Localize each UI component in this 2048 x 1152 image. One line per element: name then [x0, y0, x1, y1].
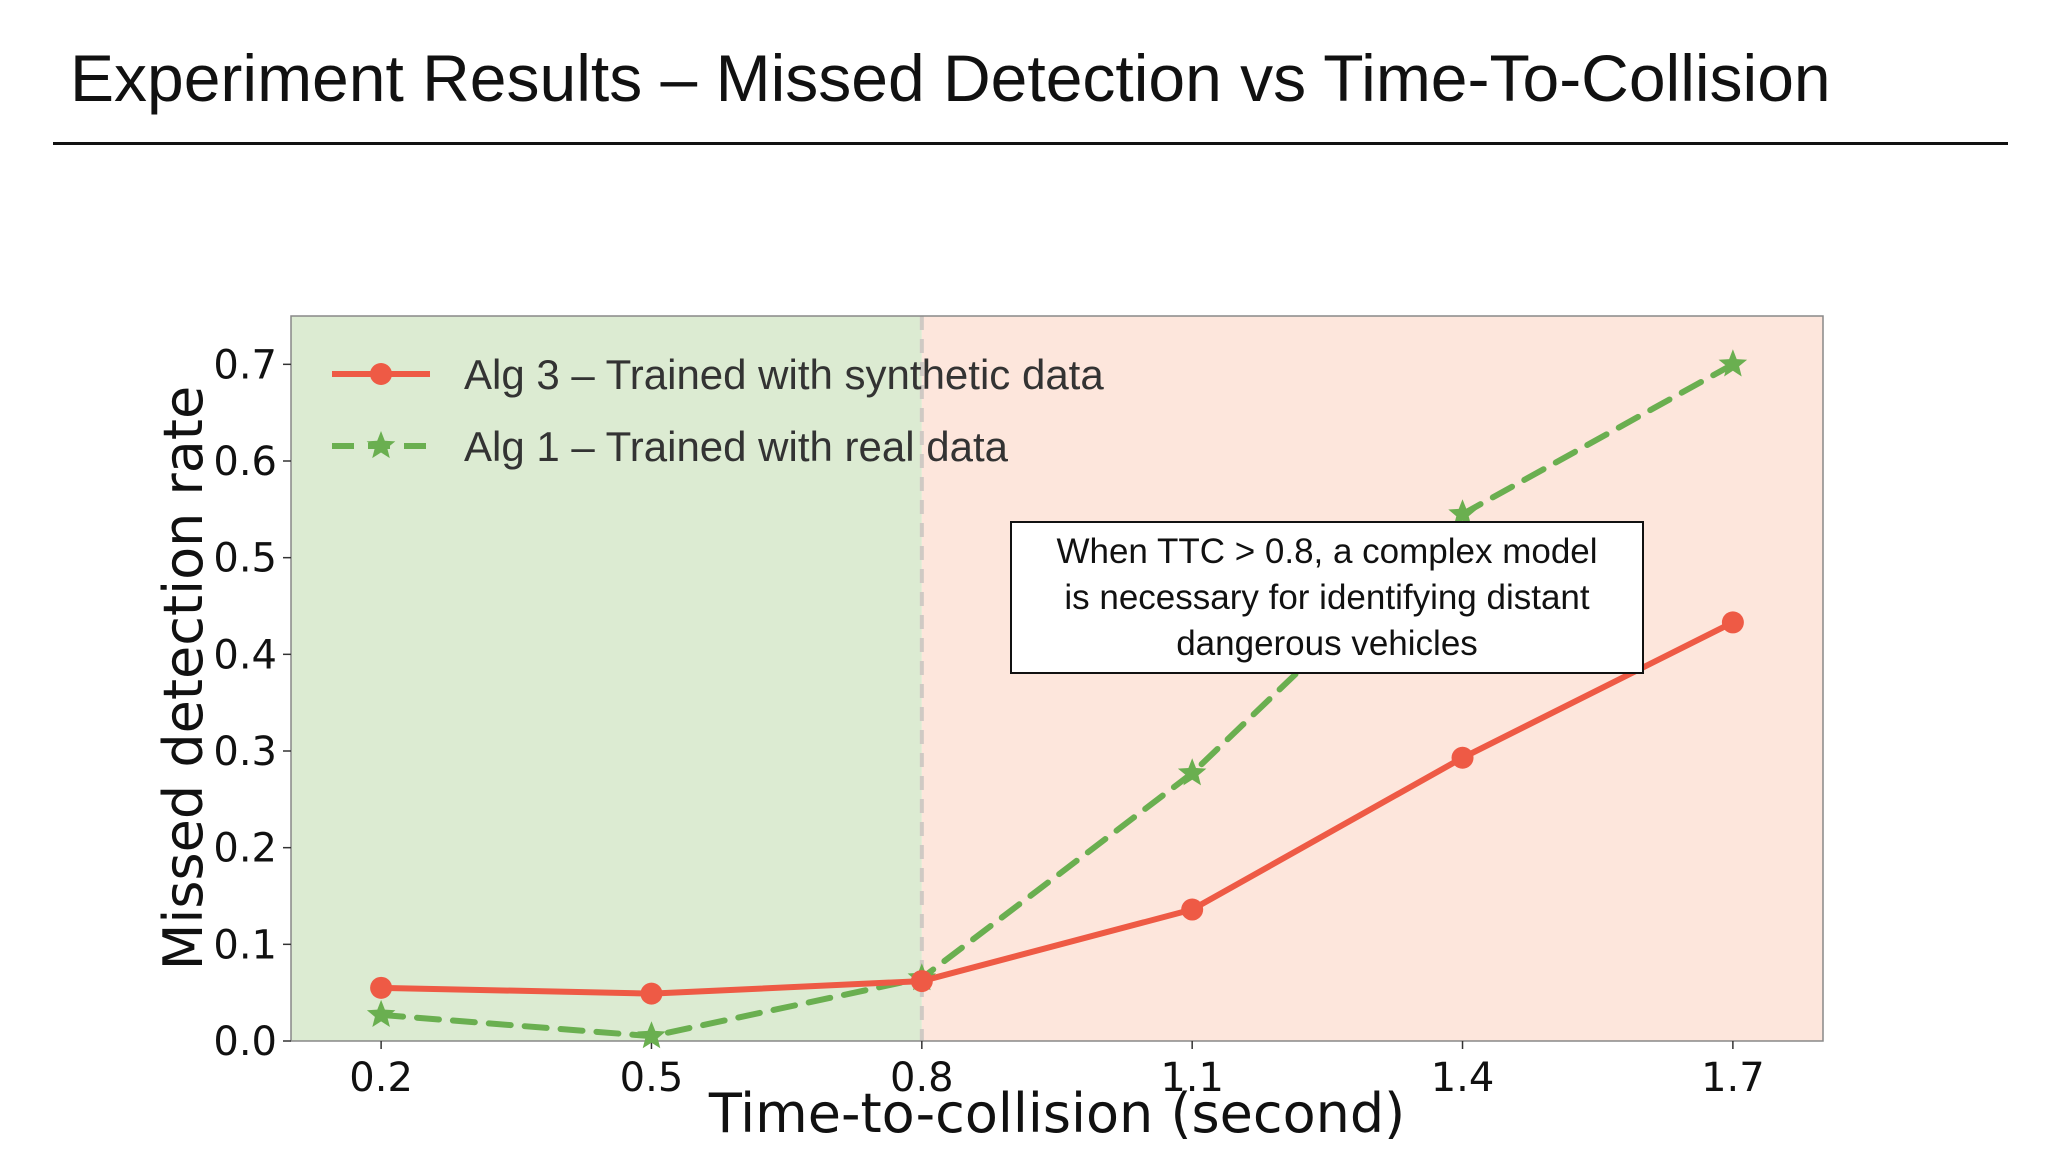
series-layer — [366, 349, 1748, 1049]
data-point — [637, 1021, 666, 1049]
legend: Alg 3 – Trained with synthetic data Alg 1… — [332, 351, 1104, 470]
annotation-box: When TTC > 0.8, a complex model is neces… — [1010, 521, 1644, 674]
shaded-regions — [291, 316, 1823, 1041]
legend-item-1: Alg 3 – Trained with synthetic data — [332, 351, 1104, 398]
data-point — [1451, 746, 1474, 769]
x-tick-label: 0.8 — [890, 1055, 954, 1101]
x-tick-label: 1.1 — [1160, 1055, 1224, 1101]
region-1 — [291, 316, 922, 1041]
region-2 — [921, 316, 1823, 1041]
annotation-line-3: dangerous vehicles — [1176, 623, 1478, 663]
x-axis-ticks: 0.2 0.5 0.8 1.1 1.4 1.7 — [349, 1041, 1765, 1101]
data-point — [640, 982, 663, 1005]
y-tick-label: 0.3 — [213, 729, 277, 775]
slide-title: Experiment Results – Missed Detection vs… — [70, 41, 1831, 115]
legend-item-2: Alg 1 – Trained with real data — [332, 423, 1009, 470]
y-axis-title: Missed detection rate — [152, 386, 215, 970]
x-tick-label: 0.2 — [349, 1055, 413, 1101]
legend-label: Alg 1 – Trained with real data — [464, 423, 1009, 470]
data-point — [1181, 898, 1204, 921]
x-axis-title: Time-to-collision (second) — [708, 1082, 1405, 1145]
x-tick-label: 1.7 — [1701, 1055, 1765, 1101]
x-tick-label: 1.4 — [1431, 1055, 1495, 1101]
legend-circle-marker — [370, 363, 392, 385]
y-tick-label: 0.0 — [213, 1019, 277, 1065]
plot-frame — [290, 315, 1824, 1042]
y-tick-label: 0.2 — [213, 826, 277, 872]
legend-label: Alg 3 – Trained with synthetic data — [464, 351, 1104, 398]
y-tick-label: 0.7 — [213, 342, 277, 388]
data-point — [1721, 611, 1744, 634]
data-point — [366, 999, 396, 1027]
data-point — [1448, 499, 1477, 527]
data-point — [370, 976, 393, 999]
y-tick-label: 0.5 — [213, 536, 277, 582]
y-tick-label: 0.1 — [213, 922, 277, 968]
series-line — [378, 619, 1736, 997]
y-axis-ticks: 0.0 0.1 0.2 0.3 0.4 0.5 0.6 0.7 — [213, 342, 291, 1065]
data-point — [1718, 349, 1748, 377]
y-tick-label: 0.6 — [213, 439, 277, 485]
series-line — [378, 361, 1736, 1040]
annotation-line-2: is necessary for identifying distant — [1064, 577, 1590, 617]
data-point — [1177, 758, 1207, 786]
x-tick-label: 0.5 — [620, 1055, 684, 1101]
series-1 — [370, 611, 1744, 1005]
title-divider — [53, 142, 2008, 145]
data-point — [910, 970, 933, 993]
legend-star-marker — [366, 431, 396, 459]
annotation-line-1: When TTC > 0.8, a complex model — [1056, 531, 1598, 571]
y-tick-label: 0.4 — [213, 632, 277, 678]
